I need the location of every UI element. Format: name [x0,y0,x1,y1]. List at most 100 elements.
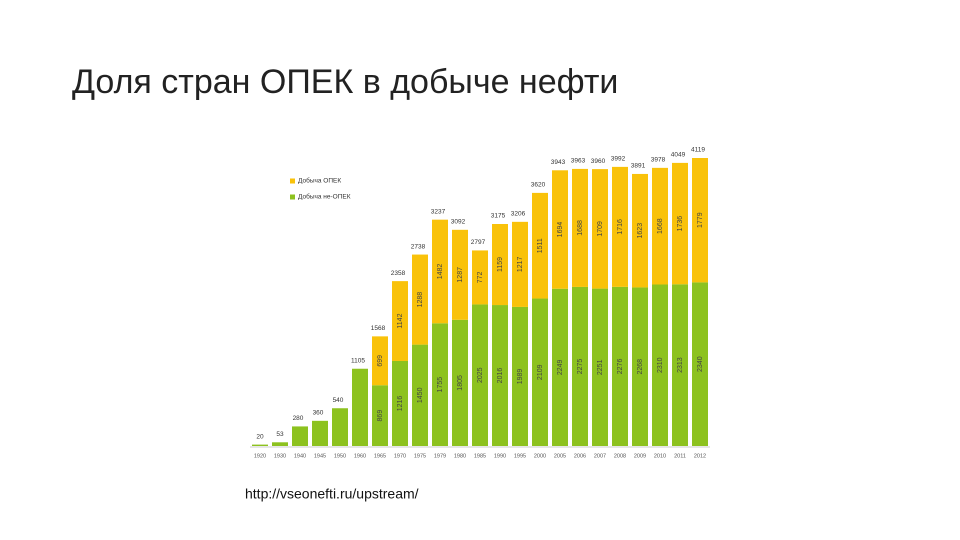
segment-label: 2025 [477,367,484,383]
total-label: 360 [313,410,324,417]
x-tick-label: 2005 [554,453,566,459]
x-tick-label: 2010 [654,453,666,459]
total-label: 1105 [351,357,365,364]
segment-label: 2276 [617,359,624,375]
x-tick-label: 1965 [374,453,386,459]
legend-swatch [290,194,295,200]
total-label: 20 [256,433,264,440]
segment-label: 2340 [697,356,704,372]
total-label: 1568 [371,325,386,332]
x-tick-label: 1980 [454,453,466,459]
bar-segment [612,286,628,446]
x-tick-label: 2006 [574,453,586,459]
segment-label: 2109 [537,364,544,380]
x-tick-label: 2007 [594,453,606,459]
bar-segment [592,169,608,289]
bar-segment [292,426,308,446]
segment-label: 2310 [657,357,664,373]
bar-segment [572,286,588,446]
bar-segment [532,192,548,299]
bar-segment [312,420,328,446]
segment-label: 1805 [457,375,464,391]
bar-segment [672,162,688,285]
bar-segment [592,288,608,446]
bar-segment [432,219,448,324]
segment-label: 1450 [417,387,424,403]
segment-label: 1217 [517,256,524,272]
x-tick-label: 1970 [394,453,406,459]
bar-segment [552,170,568,289]
x-tick-label: 2008 [614,453,626,459]
total-label: 3175 [491,213,506,220]
segment-label: 1288 [417,292,424,308]
segment-label: 1755 [437,377,444,393]
segment-label: 1216 [397,396,404,412]
x-tick-label: 1990 [494,453,506,459]
x-tick-label: 2000 [534,453,546,459]
total-label: 3943 [551,159,566,166]
bar-segment [692,282,708,446]
bar-segment [492,305,508,446]
bar-segment [672,284,688,446]
total-label: 540 [333,397,344,404]
segment-label: 1989 [517,369,524,385]
x-tick-label: 2012 [694,453,706,459]
total-label: 4119 [691,147,705,154]
x-tick-label: 2011 [674,453,686,459]
segment-label: 1694 [557,222,564,238]
total-label: 3963 [571,158,586,165]
bar-segment [612,166,628,287]
total-label: 3206 [511,211,526,218]
x-tick-label: 1950 [334,453,346,459]
segment-label: 869 [377,410,384,422]
total-label: 3978 [651,157,666,164]
segment-label: 1511 [537,238,544,253]
total-label: 3092 [451,219,466,226]
x-tick-label: 1985 [474,453,486,459]
bar-segment [512,306,528,446]
total-label: 3891 [631,163,646,170]
segment-label: 1688 [577,220,584,236]
bar-segment [332,408,348,446]
segment-label: 2268 [637,359,644,375]
total-label: 2358 [391,270,406,277]
segment-label: 1736 [677,216,684,232]
segment-label: 2016 [497,368,504,384]
bar-segment [472,250,488,305]
total-label: 2738 [411,243,426,250]
segment-label: 2313 [677,357,684,373]
total-label: 3992 [611,156,626,163]
segment-label: 1142 [397,313,404,328]
total-label: 3620 [531,182,546,189]
legend-swatch [290,178,295,184]
bar-segment [532,298,548,446]
bar-segment [252,444,268,446]
bar-segment [392,360,408,446]
segment-label: 2249 [557,359,564,375]
segment-label: 772 [477,271,484,283]
bar-segment [412,344,428,446]
bar-segment [512,221,528,307]
bar-segment [372,385,388,446]
segment-label: 1709 [597,221,604,237]
bar-segment [392,281,408,361]
segment-label: 1668 [657,218,664,234]
x-tick-label: 1979 [434,453,446,459]
legend-label: Добыча ОПЕК [298,177,341,185]
bar-segment [452,229,468,320]
x-tick-label: 2009 [634,453,646,459]
segment-label: 699 [377,355,384,367]
bar-segment [572,168,588,287]
bar-segment [552,288,568,446]
legend-label: Добыча не-ОПЕК [298,193,351,201]
segment-label: 2275 [577,359,584,375]
bar-segment [632,173,648,288]
total-label: 3960 [591,158,606,165]
bar-segment [632,287,648,446]
segment-label: 1482 [437,264,444,280]
x-tick-label: 1945 [314,453,326,459]
bar-segment [492,224,508,306]
x-tick-label: 1995 [514,453,526,459]
total-label: 53 [276,431,284,438]
